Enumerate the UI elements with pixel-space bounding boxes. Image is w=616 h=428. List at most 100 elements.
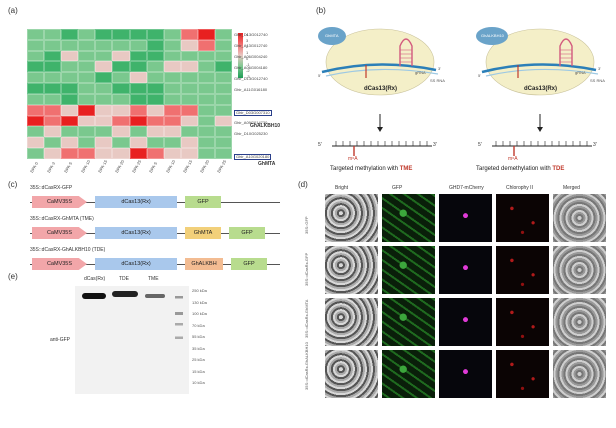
- micrograph-image: [382, 350, 435, 398]
- heatmap-cell: [95, 104, 113, 116]
- heatmap-color-legend: [238, 33, 243, 78]
- micrograph-image: [496, 194, 549, 242]
- bottom-five-left: 5': [318, 142, 322, 148]
- micrograph-image: [439, 194, 492, 242]
- micrograph-image: [553, 246, 606, 294]
- gene-row-label: Ghir_D13G012740: [234, 76, 268, 81]
- five-prime-right: 5': [478, 73, 481, 78]
- micrograph-image: [439, 246, 492, 294]
- heatmap-cell: [214, 29, 232, 40]
- heatmap-cell: [129, 126, 147, 138]
- heatmap-cell: [61, 115, 79, 127]
- legend-tick: -1: [246, 62, 250, 67]
- heatmap-cell: [180, 104, 198, 116]
- construct-part: GFP: [231, 258, 267, 270]
- heatmap-col-label: DPA-10: [165, 159, 177, 174]
- micrograph-col-header: Chlorophy II: [506, 185, 533, 191]
- heatmap-cell: [61, 39, 79, 51]
- heatmap-cell: [61, 83, 79, 94]
- heatmap-cell: [61, 29, 79, 40]
- micrograph-image: [553, 194, 606, 242]
- heatmap-cell: [146, 148, 164, 159]
- heatmap-cell: [95, 126, 113, 138]
- panel-d-label: (d): [298, 180, 308, 189]
- heatmap-cell: [197, 29, 215, 40]
- heatmap-cell: [27, 104, 45, 116]
- heatmap-col-label: DPA-0: [29, 161, 40, 174]
- construct-part: GhALKBH: [185, 258, 223, 270]
- heatmap-cell: [163, 61, 181, 73]
- heatmap-cell: [214, 61, 232, 73]
- heatmap-cell: [112, 72, 130, 84]
- heatmap-cell: [61, 61, 79, 73]
- heatmap-cell: [27, 93, 45, 105]
- legend-tick: 1: [246, 50, 249, 55]
- heatmap-cell: [44, 137, 62, 149]
- heatmap-cell: [61, 148, 79, 159]
- legend-tick: 4: [246, 32, 249, 37]
- heatmap-cell: [27, 137, 45, 149]
- heatmap-cell: [214, 115, 232, 127]
- grna-hairpin-right: [559, 38, 573, 66]
- heatmap-cell: [163, 39, 181, 51]
- heatmap-cell: [78, 83, 96, 94]
- heatmap-cell: [78, 148, 96, 159]
- heatmap-cell: [44, 61, 62, 73]
- heatmap-col-label: DPA-5: [148, 161, 159, 174]
- micrograph-image: [325, 194, 378, 242]
- heatmap-cell: [78, 93, 96, 105]
- heatmap-cell: [214, 50, 232, 62]
- heatmap-cell: [180, 72, 198, 84]
- grna-label-left: gRNA: [415, 70, 426, 75]
- heatmap-cell: [163, 93, 181, 105]
- heatmap-cell: [146, 104, 164, 116]
- heatmap-cell: [197, 126, 215, 138]
- heatmap-cell: [214, 72, 232, 84]
- heatmap-col-label: DPA-20: [114, 159, 126, 174]
- heatmap-col-label: DPA-15: [97, 159, 109, 174]
- heatmap-col-label: DPA-25: [131, 159, 143, 174]
- heatmap-cell: [112, 115, 130, 127]
- heatmap-cell: [129, 148, 147, 159]
- five-prime-left: 5': [318, 73, 321, 78]
- heatmap-cell: [61, 104, 79, 116]
- crispr-schematic: [318, 27, 599, 156]
- micrograph-image: [325, 298, 378, 346]
- ss-rna-left: SS RNA: [430, 78, 445, 83]
- micrograph-row-label: 35S::GFP: [304, 216, 309, 234]
- marker-ladder: 250 kDa 130 kDa 100 kDa 70 kDa 55 kDa 35 kDa 2…: [192, 288, 222, 394]
- heatmap-cell: [78, 104, 96, 116]
- heatmap-cell: [146, 115, 164, 127]
- ghalkbh10-protein-label: GhALKBH10: [481, 33, 504, 38]
- bottom-three-left: 3': [433, 142, 437, 148]
- heatmap-cell: [146, 50, 164, 62]
- heatmap-cell: [27, 115, 45, 127]
- heatmap-cell: [95, 50, 113, 62]
- heatmap-cell: [61, 126, 79, 138]
- construct-name: 35S::dCasRX-GhMTA (TME): [30, 216, 94, 222]
- marker-label: 100 kDa: [192, 311, 207, 316]
- heatmap-cell: [44, 126, 62, 138]
- marker-label: 25 kDa: [192, 357, 205, 362]
- heatmap-cell: [163, 137, 181, 149]
- heatmap-cell: [44, 148, 62, 159]
- heatmap-cell: [146, 93, 164, 105]
- rna-strand-left: [321, 63, 437, 74]
- expression-heatmap: [27, 29, 232, 159]
- marker-label: 15 kDa: [192, 368, 205, 374]
- heatmap-cell: [78, 61, 96, 73]
- panel-a-label: (a): [8, 6, 18, 15]
- heatmap-cell: [146, 137, 164, 149]
- heatmap-cell: [112, 61, 130, 73]
- heatmap-cell: [214, 104, 232, 116]
- construct-part: dCas13(Rx): [95, 196, 177, 208]
- heatmap-cell: [180, 126, 198, 138]
- heatmap-cell: [95, 29, 113, 40]
- construct-part: CaMV35S: [32, 258, 87, 270]
- heatmap-cell: [163, 29, 181, 40]
- heatmap-cell: [197, 61, 215, 73]
- heatmap-cell: [95, 72, 113, 84]
- heatmap-cell: [61, 50, 79, 62]
- legend-ticks: 4 3 2 1 0 -1 -2 -3: [246, 32, 258, 80]
- micrograph-col-header: GFP: [392, 185, 403, 191]
